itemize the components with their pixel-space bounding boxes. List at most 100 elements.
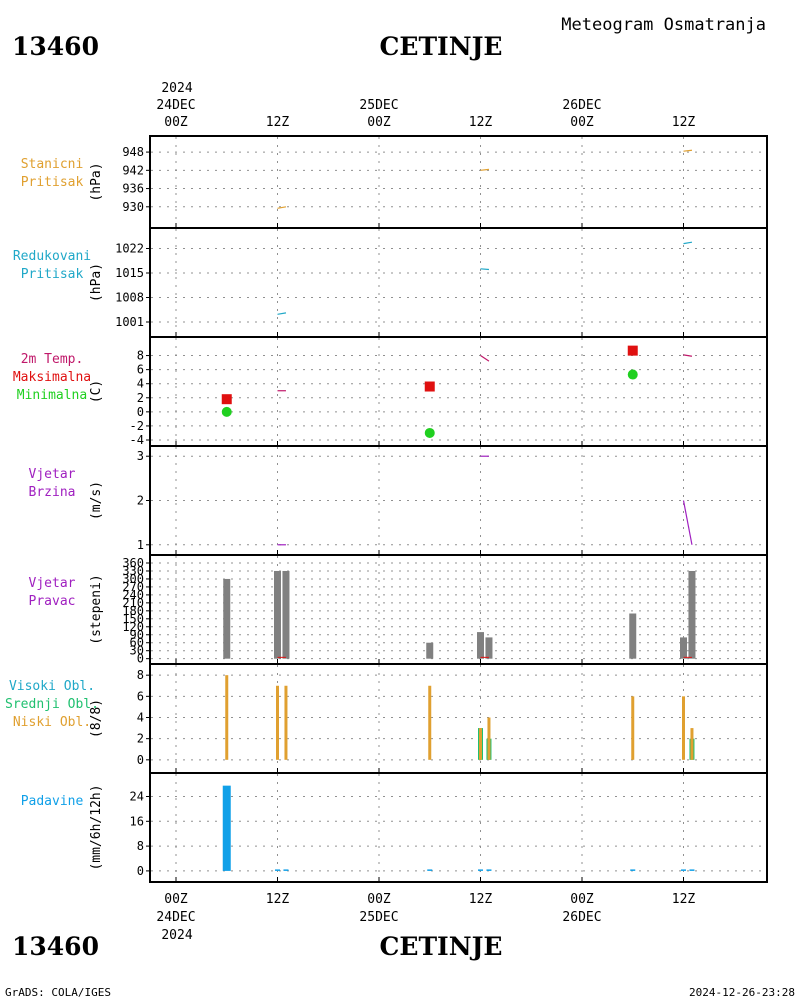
panel-wind_speed: 1 2 3 (m/s) Vjetar Brzina (29, 445, 768, 556)
y-tick-label: 90 (130, 628, 144, 642)
y-tick-label: 180 (122, 604, 144, 618)
panel-frame (149, 227, 768, 338)
top-tick-label: 25DEC (359, 98, 398, 113)
y-tick-label: 0 (137, 652, 144, 666)
y-tick-label: 210 (122, 596, 144, 610)
wind-direction-bar (274, 570, 281, 659)
bottom-tick-label: 00Z (367, 892, 391, 907)
y-tick-label: 24 (130, 790, 144, 804)
top-tick-label: 00Z (164, 115, 188, 130)
unit-label: (stepeni) (89, 574, 104, 644)
panels: 930936942948(hPa)StanicniPritisak1001100… (5, 135, 768, 883)
bottom-tick-label: 12Z (266, 892, 290, 907)
panel-frame (149, 135, 768, 229)
panel-label: Pravac (29, 594, 76, 609)
max-temp-marker (221, 394, 232, 405)
precip-bar (486, 869, 492, 871)
y-tick-label: 1 (137, 538, 144, 552)
panel-label: Minimalna (17, 388, 87, 403)
y-tick-label: 300 (122, 572, 144, 586)
y-tick-label: 8 (137, 349, 144, 363)
max-temp-marker (627, 345, 638, 356)
low-cloud-bar (690, 728, 694, 760)
bottom-tick-label: 12Z (469, 892, 493, 907)
y-tick-label: 30 (130, 644, 144, 658)
series-line (683, 354, 693, 357)
station-name: CETINJE (380, 32, 503, 61)
series-line (277, 312, 287, 315)
footer-credit: GrADS: COLA/IGES (5, 986, 111, 999)
y-tick-label: -4 (130, 433, 144, 447)
bottom-tick-label: 24DEC (156, 910, 195, 925)
panel-label: Srednji Obl. (5, 697, 99, 712)
panel-frame (149, 772, 768, 883)
meteogram-title: Meteogram Osmatranja (561, 15, 766, 35)
y-tick-label: 2 (137, 391, 144, 405)
precip-bar (222, 785, 231, 871)
panel-frame (149, 663, 768, 774)
wind-direction-bar (688, 570, 696, 659)
bottom-tick-label: 12Z (672, 892, 696, 907)
panel-precipitation: 0 8 16 24 (mm/6h/12h) Padavine (21, 772, 768, 883)
panel-label: Padavine (21, 794, 84, 809)
low-cloud-bar (631, 696, 635, 760)
top-axis-year: 2024 (161, 81, 192, 96)
series-line (480, 355, 490, 362)
panel-frame (149, 445, 768, 556)
y-tick-label: 240 (122, 588, 144, 602)
bottom-axis-ticks: 00Z 24DEC 12Z 00Z 25DEC 12Z 00Z 26DEC 12Z (156, 892, 695, 925)
panel-label: Maksimalna (13, 370, 91, 385)
panel-label: 2m Temp. (21, 352, 84, 367)
top-tick-label: 12Z (469, 115, 493, 130)
y-tick-label: 1001 (115, 315, 144, 329)
y-tick-label: 2 (137, 494, 144, 508)
unit-label: (8/8) (89, 699, 104, 738)
series-line (277, 206, 287, 209)
low-cloud-bar (428, 685, 432, 760)
top-tick-label: 00Z (367, 115, 391, 130)
unit-label: (hPa) (89, 162, 104, 201)
min-temp-marker (627, 369, 638, 380)
panel-label: Vjetar (29, 467, 76, 482)
y-tick-label: 948 (122, 145, 144, 159)
low-cloud-bar (487, 717, 491, 760)
panel-label: Redukovani (13, 249, 91, 264)
panel-clouds: 0 2 4 6 8 (8/8) Visoki Obl. Srednji Obl. Niski O… (5, 663, 768, 774)
top-tick-label: 24DEC (156, 98, 195, 113)
y-tick-label: 6 (137, 689, 144, 703)
y-tick-label: 936 (122, 182, 144, 196)
y-tick-label: 150 (122, 612, 144, 626)
bottom-tick-label: 00Z (570, 892, 594, 907)
min-temp-marker (424, 427, 435, 438)
panel-label: Brzina (29, 485, 76, 500)
panel-label: Pritisak (21, 267, 84, 282)
precip-bar (681, 869, 686, 871)
wind-direction-bar (223, 578, 231, 659)
max-temp-marker (424, 381, 435, 392)
precip-bar (427, 869, 433, 871)
station-id: 13460 (12, 32, 99, 61)
series-line (683, 241, 693, 245)
series-line (480, 268, 490, 271)
unit-label: (hPa) (89, 263, 104, 302)
unit-label: (C) (89, 380, 104, 403)
panel-label: Vjetar (29, 576, 76, 591)
precip-bar (283, 869, 289, 871)
precip-bar (630, 869, 636, 871)
y-tick-label: 8 (137, 839, 144, 853)
y-tick-label: 360 (122, 556, 144, 570)
precip-bar (275, 869, 280, 871)
y-tick-label: 1022 (115, 242, 144, 256)
panel-label: Niski Obl. (13, 715, 91, 730)
y-tick-label: 16 (130, 814, 144, 828)
y-tick-label: 8 (137, 668, 144, 682)
series-line (683, 149, 693, 152)
wind-direction-bar (629, 613, 637, 659)
y-tick-label: 3 (137, 449, 144, 463)
y-tick-label: 120 (122, 620, 144, 634)
precip-bar (689, 869, 695, 871)
footer-station-id: 13460 (12, 932, 99, 961)
